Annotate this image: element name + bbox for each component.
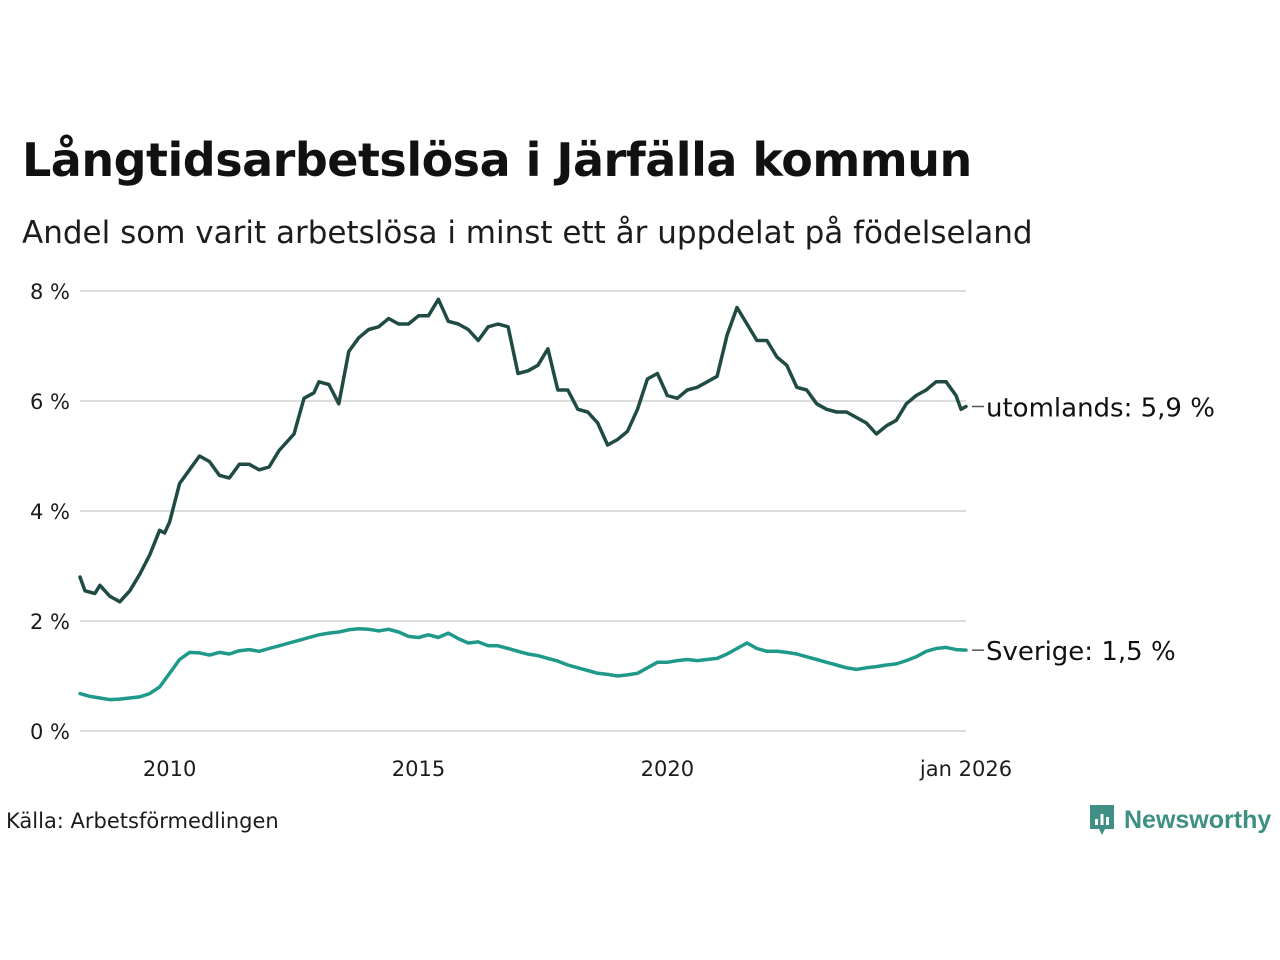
x-axis-ticks: 2010 2015 2020 jan 2026 [143,757,1012,781]
brand-name: Newsworthy [1124,805,1272,834]
y-tick-label: 2 % [30,610,70,634]
chart-subtitle: Andel som varit arbetslösa i minst ett å… [22,215,1033,251]
y-tick-label: 4 % [30,500,70,524]
x-tick-label: 2010 [143,757,196,781]
source-note: Källa: Arbetsförmedlingen [6,809,279,833]
end-labels: utomlands: 5,9 % Sverige: 1,5 % [972,394,1215,667]
series-line-sverige [78,626,968,702]
chart-title: Långtidsarbetslösa i Järfälla kommun [22,133,972,187]
brand-logo: Newsworthy [1088,803,1271,837]
end-label-utomlands: utomlands: 5,9 % [986,394,1215,424]
y-tick-label: 0 % [30,720,70,744]
y-tick-label: 8 % [30,280,70,304]
gridlines [80,290,966,732]
end-label-sverige: Sverige: 1,5 % [986,637,1176,667]
series-line-utomlands [78,297,968,604]
x-tick-label: 2015 [392,757,445,781]
series-lines [78,297,968,702]
x-tick-label: jan 2026 [919,757,1012,781]
x-tick-label: 2020 [641,757,694,781]
y-axis-ticks: 0 % 2 % 4 % 6 % 8 % [30,280,70,744]
newsworthy-icon [1090,805,1114,835]
y-tick-label: 6 % [30,390,70,414]
